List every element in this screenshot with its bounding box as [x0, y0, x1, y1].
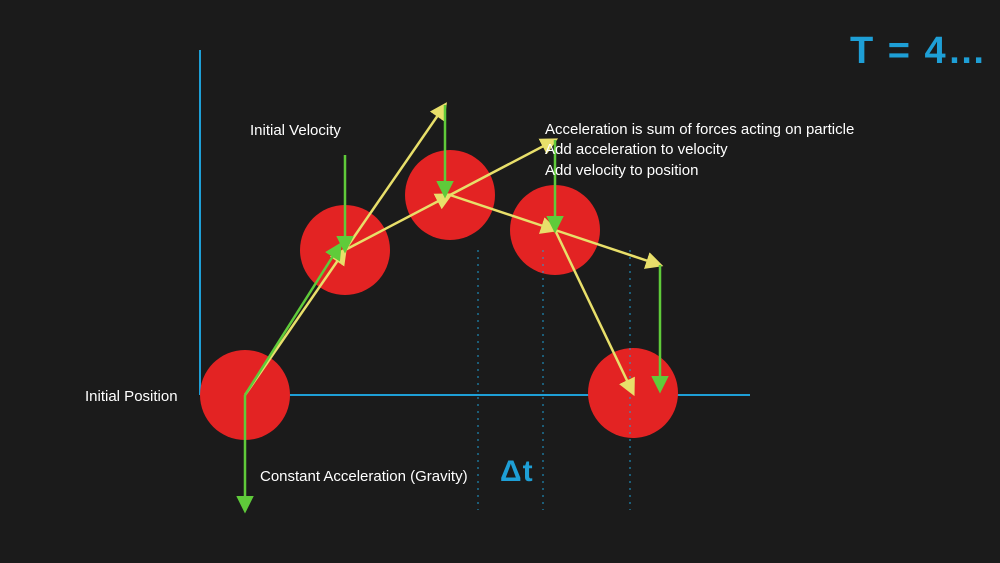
label-constant-acceleration: Constant Acceleration (Gravity)	[260, 468, 468, 485]
initial-velocity-arrow	[245, 245, 340, 395]
label-delta-t: Δt	[500, 455, 534, 489]
label-initial-position: Initial Position	[85, 388, 178, 405]
explain-line-2: Add acceleration to velocity	[545, 140, 854, 160]
diagram-stage: { "canvas": { "width": 1000, "height": 5…	[0, 0, 1000, 563]
explain-line-3: Add velocity to position	[545, 161, 854, 181]
particles-group	[200, 150, 678, 440]
explanation-text: Acceleration is sum of forces acting on …	[545, 120, 854, 181]
label-initial-velocity: Initial Velocity	[250, 122, 341, 139]
velocity-arrow-6	[555, 230, 633, 393]
explain-line-1: Acceleration is sum of forces acting on …	[545, 120, 854, 140]
time-counter: T = 4…	[850, 30, 988, 73]
